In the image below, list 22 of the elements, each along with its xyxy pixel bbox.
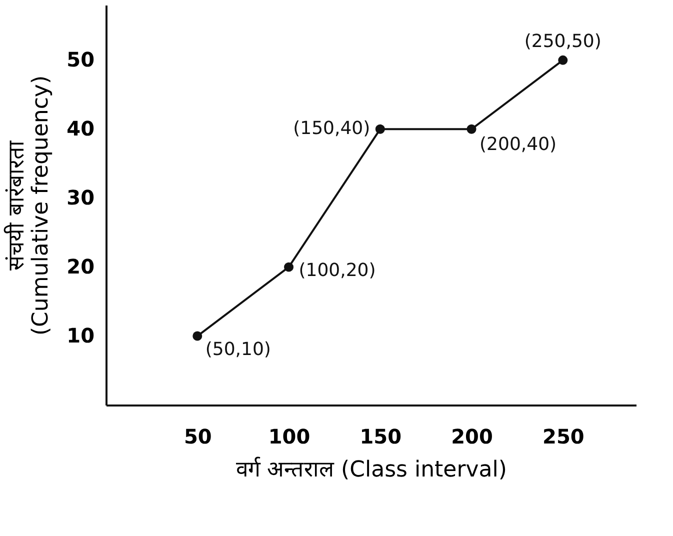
y-tick-label: 10: [66, 324, 94, 348]
point: [375, 124, 385, 134]
point: [284, 262, 294, 272]
y-axis-title: संचयी बारंबारता (Cumulative frequency): [4, 75, 54, 336]
annotation: (250,50): [524, 31, 602, 52]
annotation: (150,40): [293, 118, 370, 140]
annotation: (200,40): [480, 134, 557, 156]
x-tick-label: 150: [360, 424, 402, 448]
x-tick-label: 50: [184, 424, 212, 448]
y-tick-label: 40: [66, 116, 94, 141]
x-tick-label: 100: [268, 424, 310, 448]
annotation: (50,10): [205, 339, 271, 360]
x-tick-label: 200: [451, 424, 493, 448]
y-tick-label: 50: [66, 48, 94, 72]
point: [558, 55, 568, 65]
x-axis-title: वर्ग अन्तराल (Class interval): [236, 456, 507, 482]
y-tick-label: 30: [66, 186, 94, 210]
annotation: (100,20): [298, 260, 376, 282]
point: [466, 124, 476, 134]
y-tick-label: 20: [66, 254, 94, 279]
point: [192, 331, 202, 341]
x-tick-label: 250: [542, 424, 584, 448]
